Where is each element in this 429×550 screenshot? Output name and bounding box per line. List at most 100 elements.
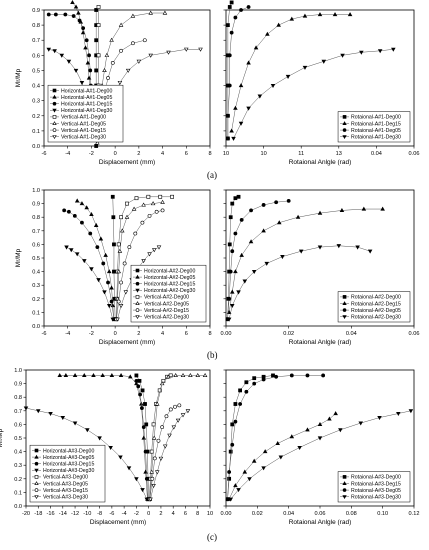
data-point [339,207,345,212]
data-point [137,378,142,383]
series-b-left-0 [110,194,118,322]
x-tick-label: -12 [71,511,79,517]
data-point [52,49,57,54]
x-tick-label: 0 [114,151,117,157]
chart-b-left: -6 -4 -2 0 2 4 6 8 0.0 0.1 0.2 0.3 0.4 0.5 0.6 0.7 0.8 0.… [15,188,212,346]
legend: Rotaional-A#3-Deg00Rotaional-A#3-Deg15Ro… [337,471,411,503]
data-point [227,5,232,9]
data-point [115,317,120,322]
legend-marker [135,315,140,320]
x-axis-label: Rotaional Anlgle (rad) [289,339,352,346]
data-point [101,261,106,266]
plot-frame [43,9,211,147]
data-point [317,421,323,426]
chart-b-right: 0.00 0.02 0.04 0.06 Rotaional Anlgle (rad) Ro… [221,189,419,346]
caption-b: (b) [207,350,218,360]
legend-label: Horizontal-A#1-Deg05 [61,95,112,101]
legend-label: Vertical-A#1-Deg30 [61,135,106,141]
data-point [246,60,251,65]
data-point [63,372,69,378]
data-point [249,208,253,213]
data-point [327,416,332,421]
data-point [347,12,353,17]
data-point [88,231,93,236]
legend-marker [34,481,39,486]
data-point [239,218,244,222]
x-tick-label: -4 [122,511,127,517]
data-point [227,242,232,247]
legend-label: Horizontal-A#3-Deg15 [43,462,94,468]
data-point [71,14,76,18]
chart-a-left: -6 -4 -2 0 2 4 6 8 0.0 0.1 0.2 0.3 0.4 0.5 0.6 0.7 0.8 0.… [15,0,212,166]
data-point [81,26,86,31]
data-point [143,449,148,454]
legend-label: Vertical-A#3-Deg05 [43,481,88,487]
y-tick-label: 0.3 [14,463,22,469]
x-tick-label: -20 [22,511,30,517]
data-point [84,205,89,210]
data-point [62,208,67,213]
x-tick-label: 10 [223,151,229,157]
y-tick-label: 0.4 [14,450,22,456]
data-point [289,434,295,439]
data-point [63,12,68,17]
data-point [252,376,257,381]
data-point [116,269,121,274]
data-point [228,449,233,454]
data-point [340,53,345,58]
legend-label: Vertical-A#2-Deg15 [144,308,189,314]
legend-label: Rotaional-A#2-Deg30 [351,315,401,321]
data-point [286,198,291,203]
x-tick-label: -6 [109,511,114,517]
series-line [64,210,115,320]
data-point [177,403,182,408]
y-tick-label: 0.6 [14,422,22,428]
series-b-right-1 [226,206,385,314]
data-point [125,201,129,206]
data-point [118,455,123,460]
data-point [148,53,153,58]
x-tick-label: 2 [137,151,140,157]
series-line [149,375,206,500]
data-point [141,425,146,430]
data-point [188,372,193,378]
data-point [295,214,301,219]
data-point [164,414,169,419]
data-point [147,252,152,257]
legend-label: Rotaional-A#1-Deg00 [351,115,401,121]
data-point [162,10,168,15]
data-point [134,373,139,378]
y-tick-label: 0.8 [32,23,40,29]
data-point [96,278,101,283]
data-point [100,372,105,378]
data-point [141,259,146,264]
data-point [333,411,338,416]
data-point [367,249,373,254]
data-point [116,242,121,247]
x-axis-label: Displacement (mm) [99,159,155,166]
data-point [158,194,163,199]
data-point [142,38,147,43]
data-point [110,194,115,199]
data-point [151,435,157,440]
data-point [358,421,364,426]
legend-marker [52,121,57,125]
data-point [96,5,101,9]
x-tick-label: -8 [97,511,102,517]
x-tick-label: 0.06 [409,151,420,157]
data-point [152,456,157,461]
legend-label: Vertical-A#1-Deg05 [61,121,106,127]
x-tick-label: 13 [336,151,342,157]
legend-label: Horizontal-A#2-Deg05 [144,275,195,281]
data-point [149,469,155,474]
legend-label: Rotaional-A#3-Deg30 [351,495,401,501]
data-point [95,245,100,250]
legend-box [337,471,411,503]
data-point [117,248,123,253]
y-tick-label: 0.0 [14,504,22,510]
data-point [146,194,151,199]
data-point [239,252,244,257]
data-point [74,198,80,203]
legend-marker [52,101,57,106]
